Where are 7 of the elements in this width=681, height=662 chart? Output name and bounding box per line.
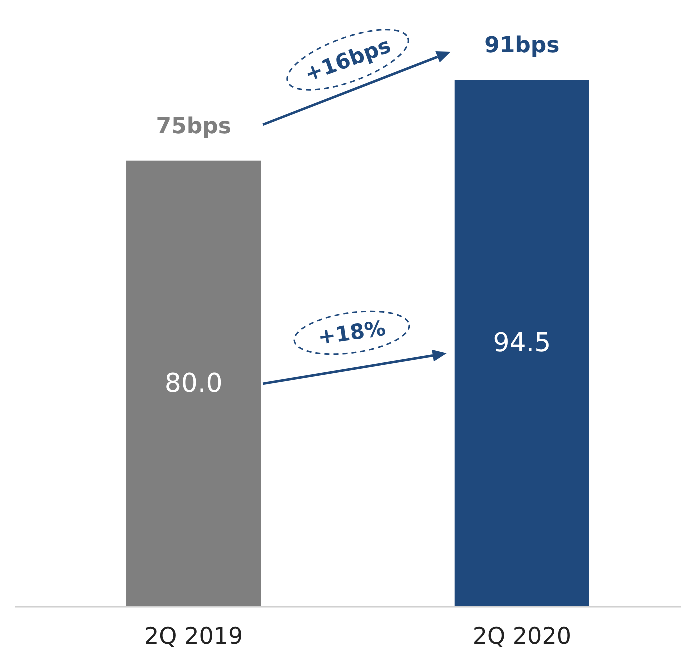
x-tick-label: 2Q 2019 xyxy=(144,624,244,650)
x-tick-label: 2Q 2020 xyxy=(472,624,572,650)
data-label: 94.5 xyxy=(493,328,552,358)
data-label: 80.0 xyxy=(164,368,223,399)
annotation: 91bps xyxy=(484,34,560,58)
annotation: +18% xyxy=(316,316,388,350)
annotation: 75bps xyxy=(156,114,232,140)
